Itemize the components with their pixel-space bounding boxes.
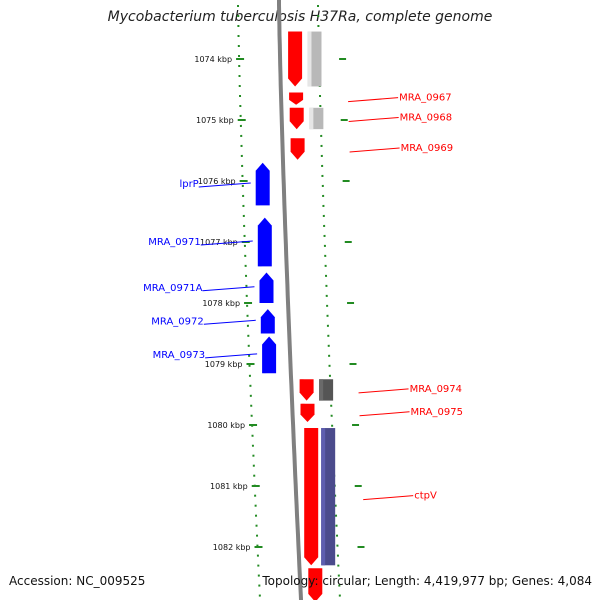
gene-track — [255, 31, 323, 600]
gene-leader-line — [198, 182, 251, 188]
kbp-tick-label: 1078 kbp — [202, 299, 240, 308]
accession-text: Accession: NC_009525 — [9, 574, 146, 588]
feature-block-highlight — [309, 107, 314, 130]
gene-arrow[interactable] — [288, 31, 303, 87]
gene-arrow-shade — [261, 317, 265, 334]
gene-arrow-shade — [289, 31, 293, 79]
ruler-dots-right — [317, 0, 342, 600]
kbp-ticks: 1074 kbp 1075 kbp 1076 kbp 1077 kbp 1078 kbp… — [194, 55, 365, 552]
gene-arrow-shade — [300, 379, 304, 393]
gene-label-mra_0968[interactable]: MRA_0968 — [400, 112, 452, 123]
gene-label-mra_0969[interactable]: MRA_0969 — [401, 143, 453, 154]
gene-arrow-shade — [290, 92, 294, 100]
ruler-dots-left — [237, 0, 262, 600]
kbp-tick-label: 1077 kbp — [200, 238, 238, 247]
gene-arrow-lprp[interactable] — [255, 162, 270, 206]
gene-arrow-shade — [260, 280, 264, 303]
gene-leader-line — [203, 319, 256, 325]
kbp-tick-label: 1080 kbp — [207, 421, 245, 430]
gene-arrow-shade — [291, 138, 295, 152]
gene-label-ctpv[interactable]: ctpV — [414, 491, 437, 502]
genome-summary-text: Topology: circular; Length: 4,419,977 bp… — [262, 574, 592, 588]
gene-arrow-mra_0968[interactable] — [289, 107, 304, 130]
genome-backbone — [277, 0, 304, 600]
feature-block-highlight — [319, 379, 324, 401]
gene-arrow[interactable] — [308, 568, 323, 600]
gene-labels: MRA_0967 MRA_0968 MRA_0969 lprP MRA_0971 MRA_… — [143, 93, 463, 502]
gene-arrow-mra_0973[interactable] — [262, 336, 277, 374]
gene-leader-line — [359, 411, 410, 417]
gene-arrow-shade — [301, 403, 305, 415]
gene-leader-line — [202, 286, 255, 292]
kbp-tick-label: 1082 kbp — [213, 543, 251, 552]
gene-arrow-mra_0971a[interactable] — [259, 272, 274, 304]
gene-arrow-shade — [305, 428, 309, 558]
ruler-dots — [237, 0, 342, 600]
gene-arrow-shade — [263, 344, 267, 374]
gene-leader-line — [200, 240, 253, 246]
kbp-tick-label: 1075 kbp — [196, 116, 234, 125]
gene-arrow-shade — [290, 107, 294, 122]
gene-arrow-mra_0969[interactable] — [290, 138, 305, 160]
gene-leader-line — [348, 97, 399, 103]
kbp-tick-label: 1076 kbp — [198, 177, 236, 186]
gene-arrow-mra_0971[interactable] — [257, 217, 272, 267]
gene-label-mra_0975[interactable]: MRA_0975 — [411, 407, 463, 418]
gene-arrow-mra_0975[interactable] — [300, 403, 315, 422]
gene-arrow-mra_0967[interactable] — [289, 92, 304, 105]
gene-leader-line — [358, 388, 409, 394]
gene-label-mra_0974[interactable]: MRA_0974 — [410, 384, 462, 395]
backbone-line — [277, 0, 304, 600]
kbp-tick-label: 1079 kbp — [205, 360, 243, 369]
gene-arrow-shade — [309, 568, 313, 594]
gene-label-mra_0973[interactable]: MRA_0973 — [153, 350, 205, 361]
feature-track — [307, 31, 336, 566]
gene-leader-line — [363, 495, 414, 501]
map-title: Mycobacterium tuberculosis H37Ra, comple… — [107, 9, 493, 25]
gene-arrow-mra_0974[interactable] — [299, 379, 314, 401]
gene-arrow-shade — [258, 225, 262, 267]
gene-leader-line — [205, 353, 258, 359]
feature-block-highlight — [307, 31, 312, 87]
feature-block-highlight — [321, 428, 326, 566]
gene-arrow-shade — [256, 170, 260, 206]
gene-leader-line — [348, 116, 399, 122]
kbp-tick-label: 1081 kbp — [210, 482, 248, 491]
gene-leader-line — [349, 147, 400, 153]
kbp-tick-label: 1074 kbp — [194, 55, 232, 64]
gene-label-lprp[interactable]: lprP — [179, 179, 198, 190]
gene-arrow-ctpv[interactable] — [304, 428, 319, 566]
gene-label-mra_0971a[interactable]: MRA_0971A — [143, 283, 202, 294]
gene-arrow-mra_0972[interactable] — [260, 309, 275, 334]
gene-label-mra_0972[interactable]: MRA_0972 — [151, 316, 203, 327]
gene-label-mra_0967[interactable]: MRA_0967 — [399, 93, 451, 104]
gene-label-mra_0971[interactable]: MRA_0971 — [148, 237, 200, 248]
